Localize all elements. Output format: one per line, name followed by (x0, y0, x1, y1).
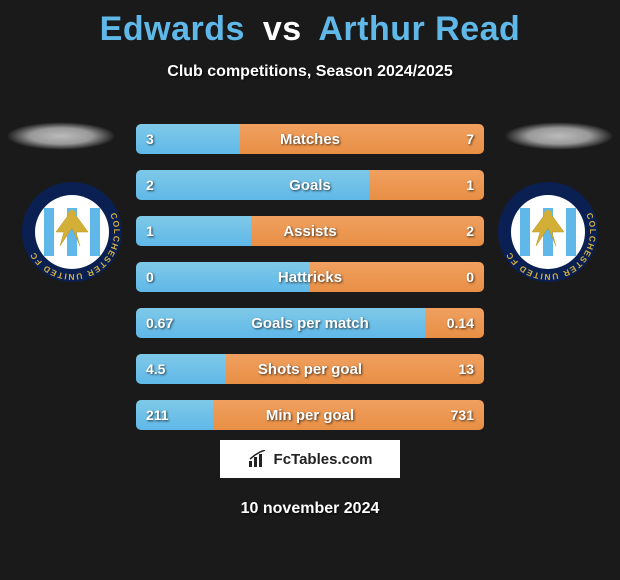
stat-value-player2: 731 (441, 400, 484, 430)
stat-label: Assists (136, 216, 484, 246)
stat-value-player1: 2 (136, 170, 164, 200)
stat-value-player2: 0 (456, 262, 484, 292)
stat-label: Min per goal (136, 400, 484, 430)
logo-text: FcTables.com (274, 451, 373, 468)
player2-club-badge: COLCHESTER UNITED FC (496, 180, 600, 284)
stat-value-player1: 0 (136, 262, 164, 292)
player1-name: Edwards (100, 10, 245, 48)
stat-row: 0 0Hattricks (136, 262, 484, 292)
stat-value-player1: 4.5 (136, 354, 175, 384)
stat-row: 1 2Assists (136, 216, 484, 246)
stat-row: 3 7Matches (136, 124, 484, 154)
stat-label: Goals (136, 170, 484, 200)
stats-bars: 37Matches21Goals12Assists00Hattricks0.67… (136, 124, 484, 446)
stat-label: Shots per goal (136, 354, 484, 384)
stat-value-player2: 0.14 (437, 308, 484, 338)
stat-label: Matches (136, 124, 484, 154)
stat-value-player2: 2 (456, 216, 484, 246)
chart-icon (248, 450, 268, 468)
stat-value-player1: 1 (136, 216, 164, 246)
stat-row: 0.67 0.14Goals per match (136, 308, 484, 338)
stat-value-player2: 1 (456, 170, 484, 200)
player2-name: Arthur Read (318, 10, 520, 48)
fctables-logo: FcTables.com (220, 440, 400, 478)
stat-row: 4.5 13Shots per goal (136, 354, 484, 384)
stat-value-player1: 3 (136, 124, 164, 154)
comparison-title: Edwards vs Arthur Read (0, 0, 620, 49)
stat-value-player1: 211 (136, 400, 179, 430)
stat-value-player2: 7 (456, 124, 484, 154)
stat-value-player1: 0.67 (136, 308, 183, 338)
stat-label: Hattricks (136, 262, 484, 292)
player2-shadow (504, 122, 614, 150)
date-text: 10 november 2024 (0, 500, 620, 518)
stat-row: 211 731Min per goal (136, 400, 484, 430)
subtitle: Club competitions, Season 2024/2025 (0, 63, 620, 81)
player1-club-badge: COLCHESTER UNITED FC (20, 180, 124, 284)
stat-row: 2 1Goals (136, 170, 484, 200)
stat-value-player2: 13 (448, 354, 484, 384)
player1-shadow (6, 122, 116, 150)
stat-label: Goals per match (136, 308, 484, 338)
vs-separator: vs (263, 10, 302, 48)
